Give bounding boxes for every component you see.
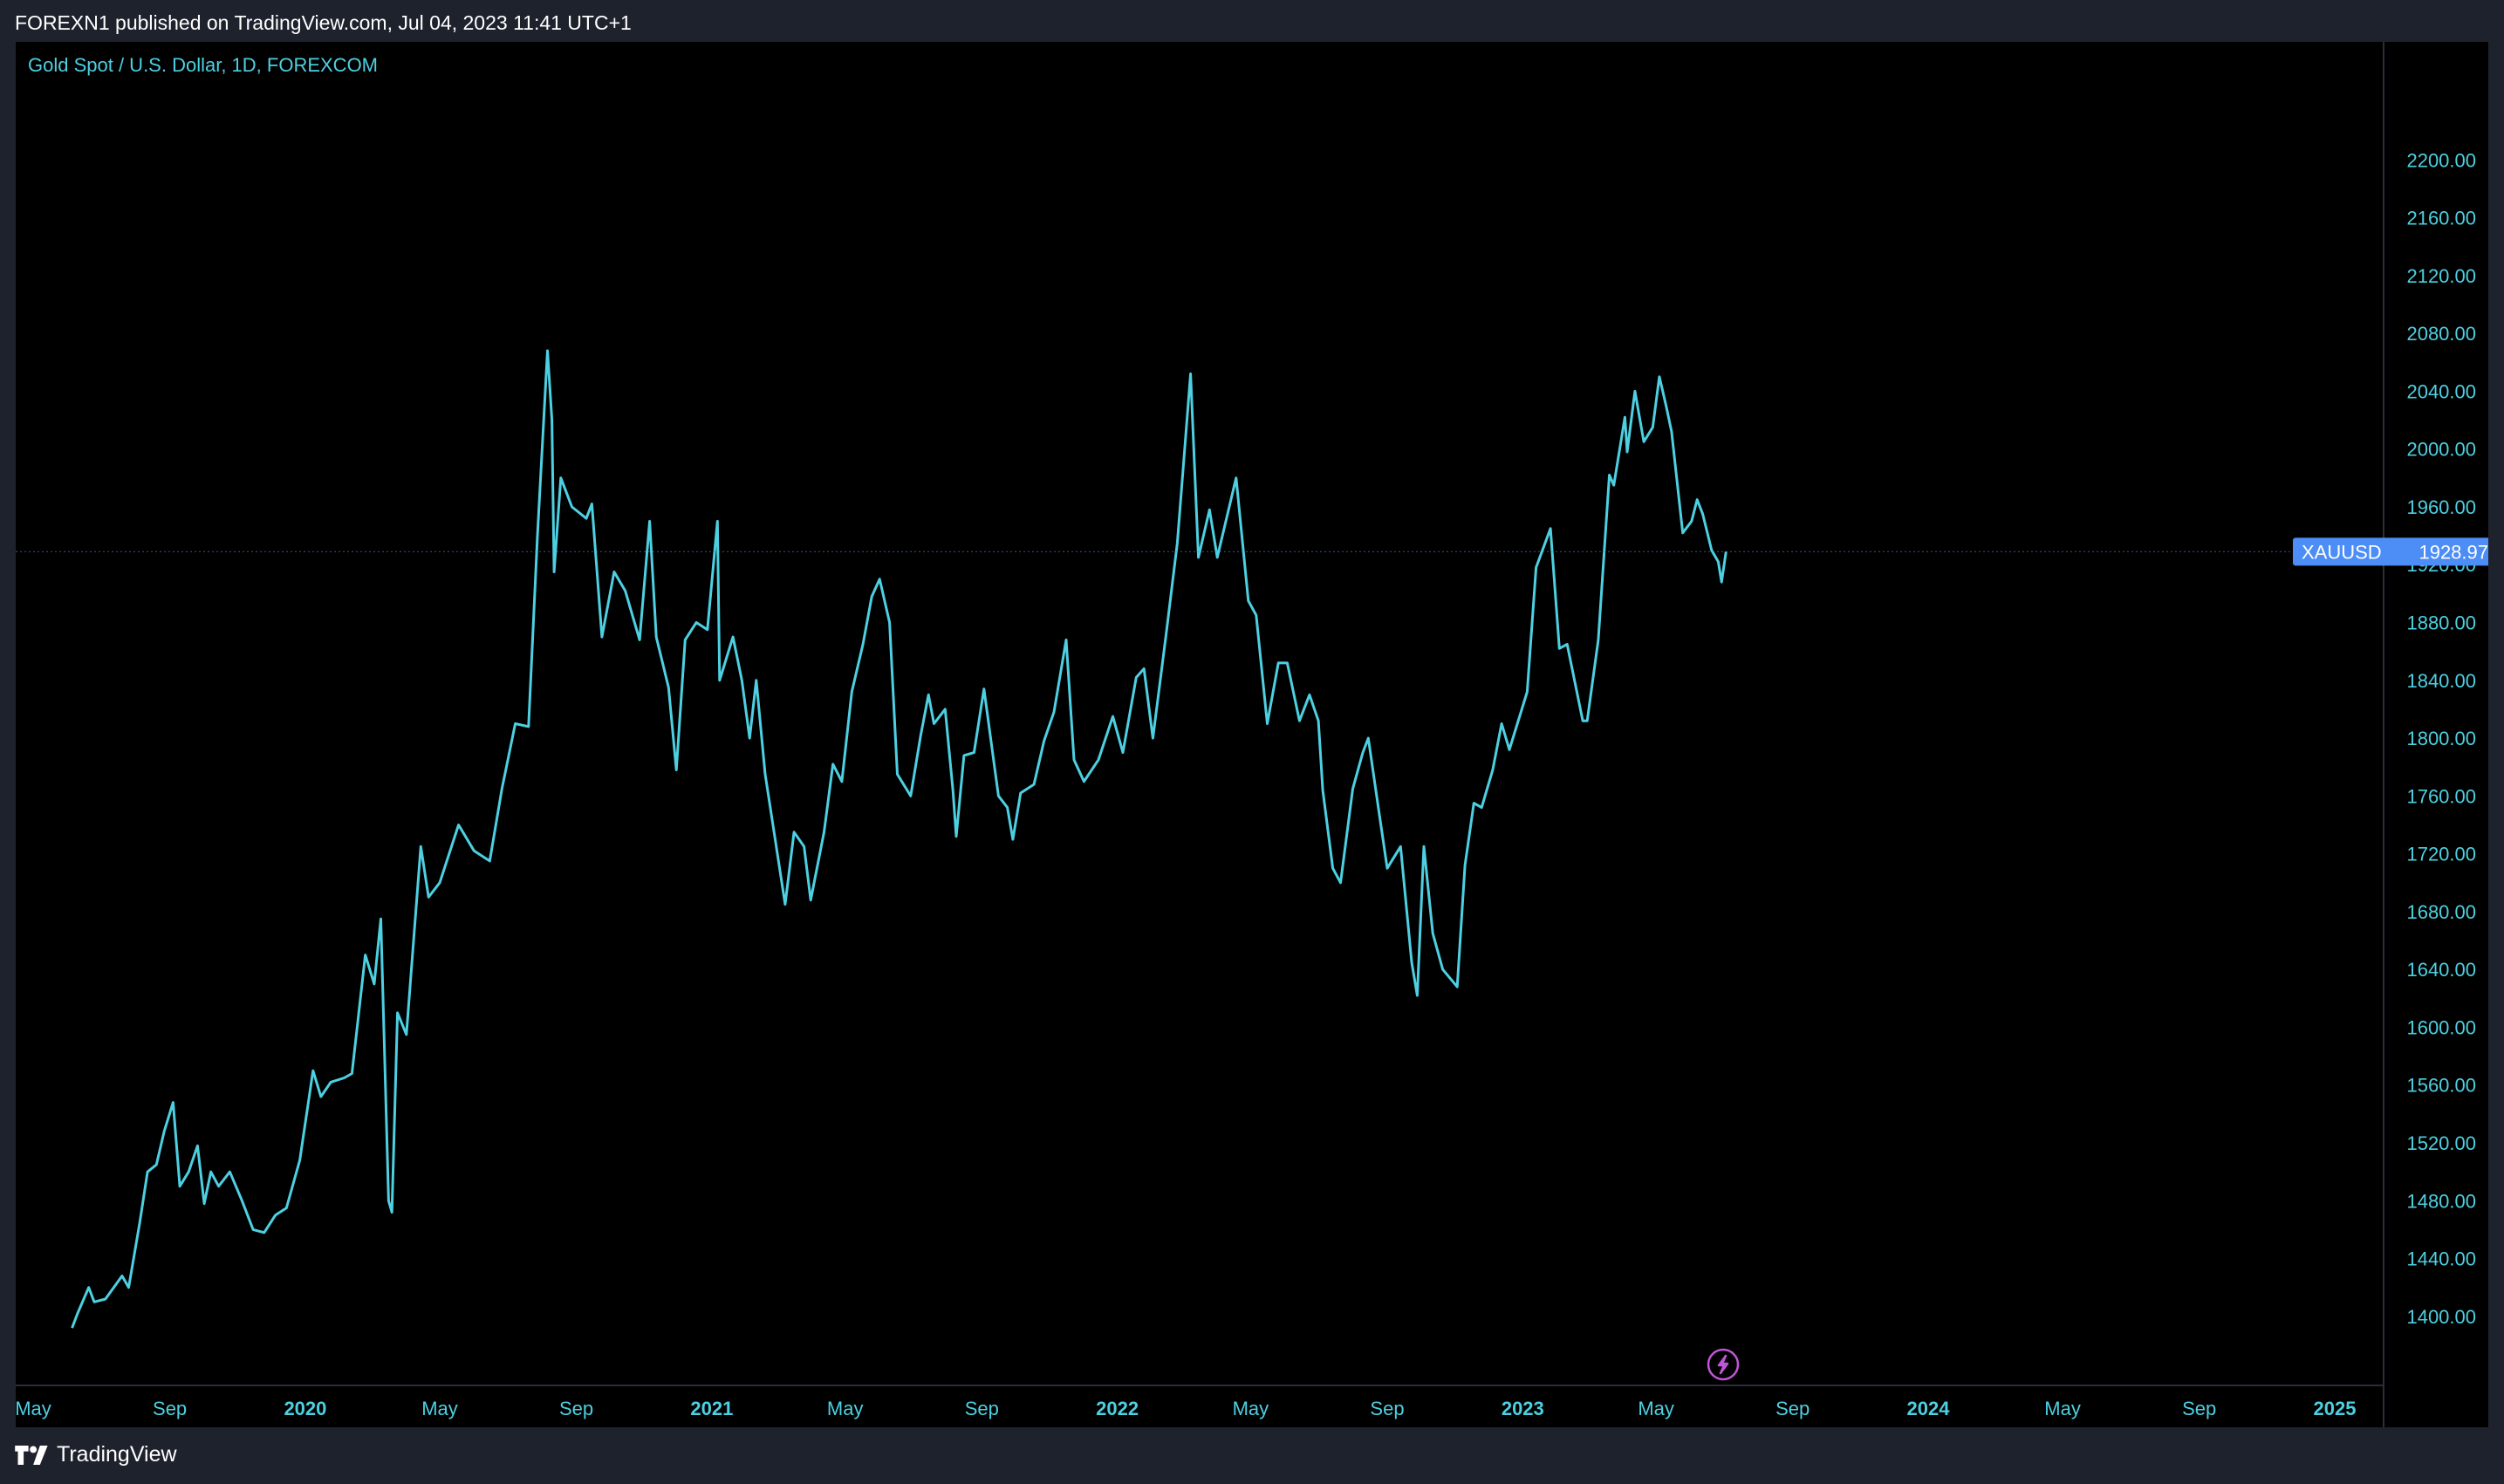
y-tick-label: 1440.00 <box>2406 1248 2476 1270</box>
y-tick-label: 1640.00 <box>2406 959 2476 981</box>
x-tick-label: May <box>1233 1398 1269 1419</box>
y-tick-label: 1720.00 <box>2406 844 2476 865</box>
x-tick-label: Sep <box>965 1398 999 1419</box>
y-tick-label: 1480.00 <box>2406 1190 2476 1212</box>
y-tick-label: 1520.00 <box>2406 1132 2476 1154</box>
tradingview-brand[interactable]: TradingView <box>15 1442 177 1467</box>
y-tick-label: 2080.00 <box>2406 323 2476 345</box>
y-tick-label: 2040.00 <box>2406 380 2476 402</box>
x-tick-label: Sep <box>1775 1398 1810 1419</box>
last-price-marker: XAUUSD 1928.97 <box>2293 537 2488 566</box>
x-tick-label: 2024 <box>1907 1398 1951 1419</box>
x-tick-label: Sep <box>1370 1398 1404 1419</box>
y-tick-label: 2200.00 <box>2406 149 2476 171</box>
chart-title: Gold Spot / U.S. Dollar, 1D, FOREXCOM <box>28 54 378 76</box>
y-tick-label: 1760.00 <box>2406 785 2476 807</box>
plot-layer <box>16 349 2384 1329</box>
brand-text: TradingView <box>57 1442 177 1467</box>
price-chart[interactable]: Gold Spot / U.S. Dollar, 1D, FOREXCOM 22… <box>16 42 2488 1427</box>
x-tick-label: Sep <box>559 1398 593 1419</box>
y-tick-label: 1880.00 <box>2406 612 2476 634</box>
x-tick-label: May <box>2044 1398 2081 1419</box>
x-tick-label: Sep <box>153 1398 187 1419</box>
footer: TradingView <box>0 1427 2504 1484</box>
x-tick-label: Sep <box>2182 1398 2216 1419</box>
price-axis[interactable]: 2200.00 2160.00 2120.00 2080.00 2040.00 2000.… <box>2383 42 2476 1427</box>
last-price-value: 1928.97 <box>2418 541 2488 563</box>
time-axis[interactable]: May Sep 2020 May Sep 2021 May Sep 2022 May Sep 2023… <box>16 1385 2384 1419</box>
x-tick-label: May <box>421 1398 458 1419</box>
x-tick-label: 2021 <box>690 1398 733 1419</box>
x-tick-label: 2025 <box>2314 1398 2357 1419</box>
y-tick-label: 2000.00 <box>2406 439 2476 461</box>
x-tick-label: 2020 <box>284 1398 326 1419</box>
y-tick-label: 1600.00 <box>2406 1016 2476 1038</box>
x-tick-label: May <box>1638 1398 1674 1419</box>
x-tick-label: 2023 <box>1502 1398 1544 1419</box>
y-tick-label: 1560.00 <box>2406 1075 2476 1097</box>
y-tick-label: 2120.00 <box>2406 265 2476 287</box>
x-tick-label: May <box>16 1398 51 1419</box>
y-tick-label: 1400.00 <box>2406 1306 2476 1328</box>
last-price-symbol: XAUUSD <box>2302 541 2382 563</box>
x-tick-label: May <box>827 1398 864 1419</box>
y-tick-label: 1840.00 <box>2406 670 2476 692</box>
publish-info: FOREXN1 published on TradingView.com, Ju… <box>15 11 632 34</box>
lightning-icon[interactable] <box>1707 1348 1740 1381</box>
tradingview-logo-icon <box>15 1445 48 1465</box>
y-tick-label: 2160.00 <box>2406 208 2476 229</box>
y-tick-label: 1800.00 <box>2406 728 2476 749</box>
y-tick-label: 1680.00 <box>2406 901 2476 923</box>
x-tick-label: 2022 <box>1096 1398 1139 1419</box>
y-tick-label: 1960.00 <box>2406 496 2476 518</box>
last-price-label-bg <box>2293 537 2488 566</box>
price-series-line <box>71 349 1727 1329</box>
chart-area[interactable]: Gold Spot / U.S. Dollar, 1D, FOREXCOM 22… <box>16 42 2488 1427</box>
publish-header: FOREXN1 published on TradingView.com, Ju… <box>0 0 2504 42</box>
